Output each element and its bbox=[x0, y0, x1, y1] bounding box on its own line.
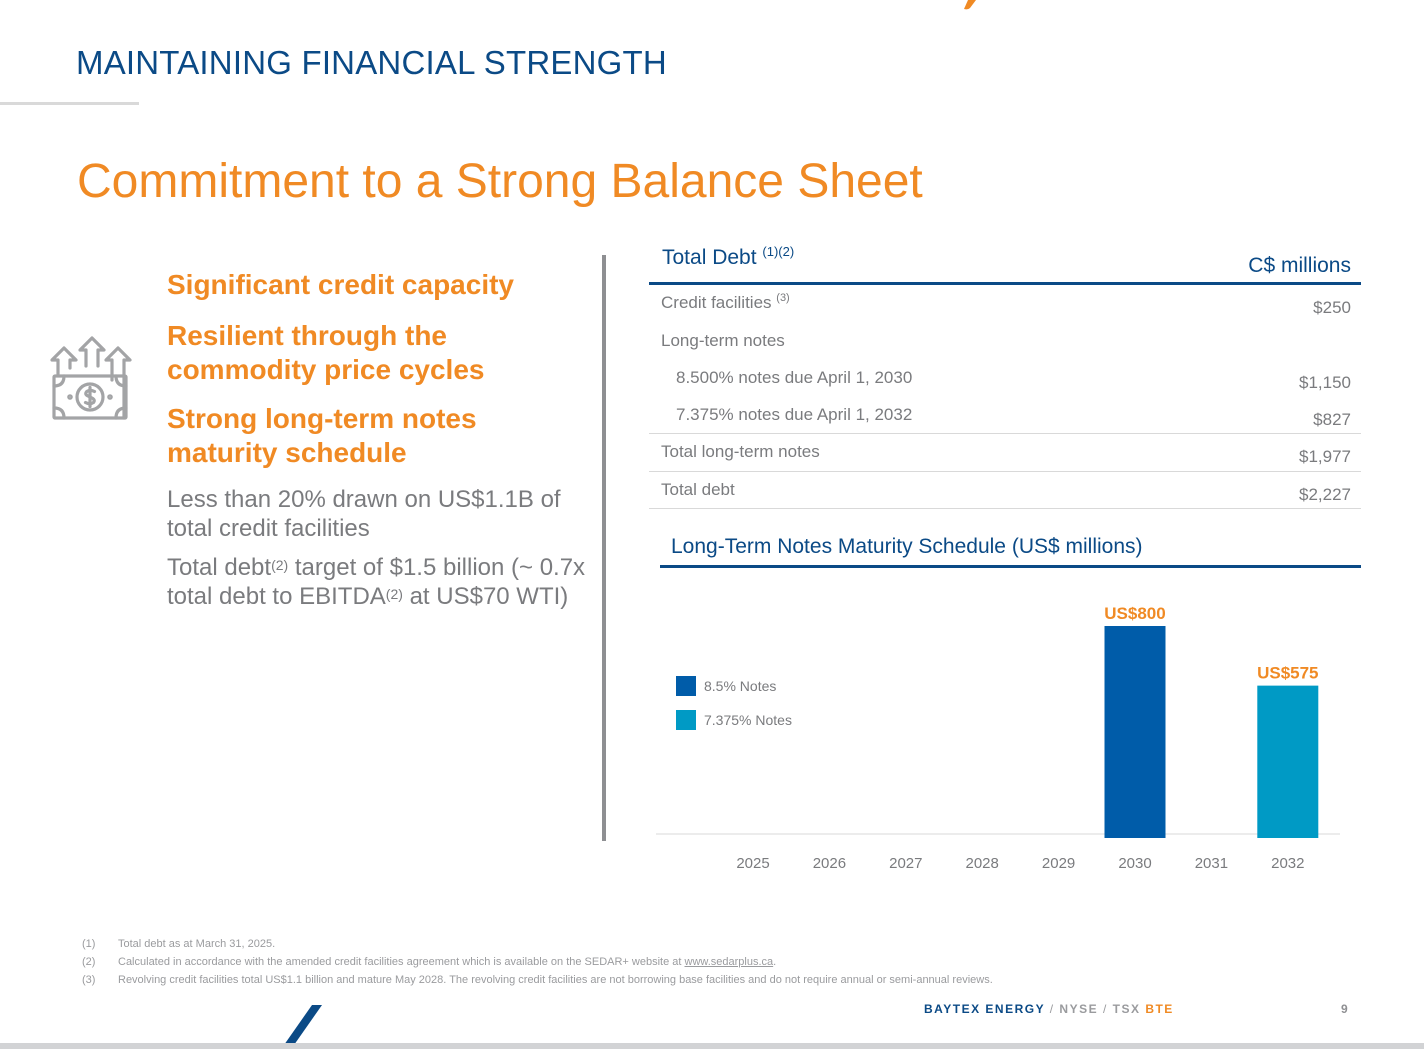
data-label-2032: US$575 bbox=[1257, 664, 1318, 683]
sedar-link[interactable]: www.sedarplus.ca bbox=[684, 956, 774, 968]
debt-row-value: $827 bbox=[1313, 410, 1351, 429]
x-tick-2028: 2028 bbox=[966, 855, 999, 872]
legend-label-0: 8.5% Notes bbox=[704, 678, 776, 694]
legend-swatch-1 bbox=[676, 710, 696, 730]
title-underline bbox=[0, 102, 139, 105]
bar-2030 bbox=[1104, 626, 1166, 838]
debt-row-label: 8.500% notes due April 1, 2030 bbox=[676, 368, 913, 387]
debt-table-title: Total Debt (1)(2) bbox=[662, 244, 795, 269]
highlights-panel: Significant credit capacity Resilient th… bbox=[167, 268, 587, 611]
debt-row-credit-facilities: Credit facilities (3) $250 bbox=[649, 285, 1361, 322]
debt-table-bottom-rule bbox=[649, 508, 1361, 509]
x-tick-2025: 2025 bbox=[736, 855, 769, 872]
legend-swatch-0 bbox=[676, 676, 696, 696]
debt-row-notes-2032: 7.375% notes due April 1, 2032 $827 bbox=[649, 397, 1361, 434]
section-title: MAINTAINING FINANCIAL STRENGTH bbox=[76, 44, 667, 81]
x-tick-2031: 2031 bbox=[1195, 855, 1228, 872]
x-tick-2029: 2029 bbox=[1042, 855, 1075, 872]
debt-row-value: $1,977 bbox=[1299, 447, 1351, 466]
debt-row-label: Long-term notes bbox=[661, 331, 785, 350]
x-tick-2030: 2030 bbox=[1118, 855, 1151, 872]
footer-brand: BAYTEX ENERGY / NYSE / TSX BTE bbox=[924, 1002, 1174, 1016]
debt-row-label: Total long-term notes bbox=[661, 442, 820, 461]
maturity-chart: 2025 2026 2027 2028 2029 2030 US$800 2031 2032 US… bbox=[656, 604, 1340, 872]
x-tick-2027: 2027 bbox=[889, 855, 922, 872]
chart-title-rule bbox=[660, 565, 1361, 568]
debt-row-total-long-term: Total long-term notes $1,977 bbox=[649, 433, 1361, 470]
debt-row-label: 7.375% notes due April 1, 2032 bbox=[676, 405, 913, 424]
debt-row-value: $250 bbox=[1313, 298, 1351, 317]
page-number: 9 bbox=[1341, 1002, 1348, 1016]
top-slash-decoration bbox=[964, 0, 976, 10]
bottom-slash-decoration bbox=[284, 1005, 322, 1045]
detail-debt-target: Total debt(2) target of $1.5 billion (~ … bbox=[167, 554, 586, 610]
bar-2032 bbox=[1257, 685, 1319, 838]
legend-label-1: 7.375% Notes bbox=[704, 712, 792, 728]
slide-title: Commitment to a Strong Balance Sheet bbox=[77, 155, 923, 208]
money-growth-icon bbox=[50, 336, 132, 422]
detail-credit-drawn: Less than 20% drawn on US$1.1B of total … bbox=[167, 486, 561, 542]
data-label-2030: US$800 bbox=[1104, 604, 1165, 623]
highlight-maturity-schedule: Strong long-term notes maturity schedule bbox=[167, 403, 477, 468]
x-tick-2032: 2032 bbox=[1271, 855, 1304, 872]
debt-row-notes-2030: 8.500% notes due April 1, 2030 $1,150 bbox=[649, 360, 1361, 397]
debt-table-header-rule bbox=[649, 282, 1361, 285]
debt-row-value: $2,227 bbox=[1299, 485, 1351, 504]
x-tick-2026: 2026 bbox=[813, 855, 846, 872]
chart-title: Long-Term Notes Maturity Schedule (US$ m… bbox=[671, 535, 1143, 558]
vertical-divider bbox=[602, 255, 606, 841]
debt-row-long-term-notes: Long-term notes bbox=[649, 323, 1361, 360]
debt-row-label: Total debt bbox=[661, 480, 735, 499]
highlight-credit-capacity: Significant credit capacity bbox=[167, 269, 514, 300]
debt-row-value: $1,150 bbox=[1299, 373, 1351, 392]
debt-row-total-debt: Total debt $2,227 bbox=[649, 471, 1361, 508]
highlight-resilient: Resilient through the commodity price cy… bbox=[167, 320, 485, 385]
debt-row-label: Credit facilities (3) bbox=[661, 292, 790, 312]
bottom-bar bbox=[0, 1043, 1424, 1049]
debt-table-units: C$ millions bbox=[1248, 254, 1351, 277]
